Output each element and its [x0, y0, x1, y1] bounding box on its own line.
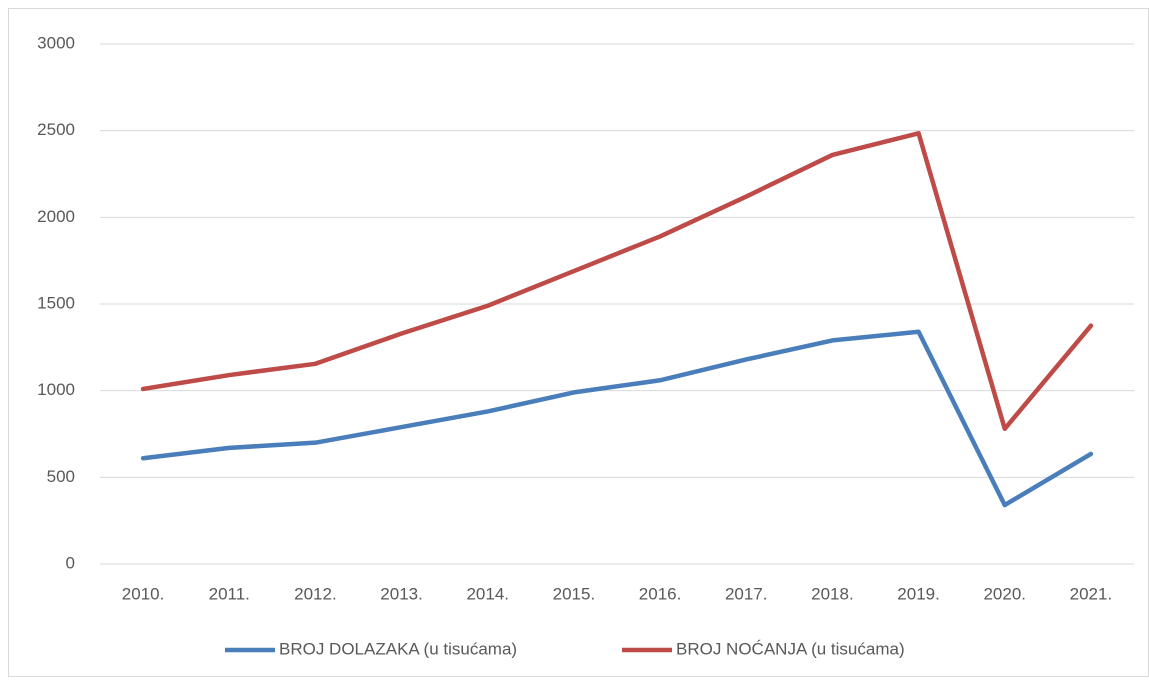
chart-border [8, 8, 1149, 677]
y-tick-label: 2000 [37, 207, 75, 226]
y-tick-label: 1500 [37, 293, 75, 312]
y-tick-label: 500 [47, 467, 75, 486]
x-tick-label: 2019. [897, 584, 940, 603]
y-tick-label: 3000 [37, 33, 75, 52]
legend-label: BROJ NOĆANJA (u tisućama) [676, 639, 905, 658]
series-line [140, 329, 1094, 508]
x-tick-label: 2018. [811, 584, 854, 603]
y-tick-label: 2500 [37, 120, 75, 139]
x-tick-label: 2017. [725, 584, 768, 603]
x-tick-label: 2020. [983, 584, 1026, 603]
x-tick-label: 2012. [294, 584, 337, 603]
legend-label: BROJ DOLAZAKA (u tisućama) [279, 639, 517, 658]
x-tick-label: 2021. [1070, 584, 1113, 603]
x-tick-label: 2011. [209, 584, 250, 603]
x-tick-label: 2016. [639, 584, 682, 603]
x-tick-label: 2015. [553, 584, 596, 603]
x-tick-label: 2013. [380, 584, 423, 603]
x-tick-label: 2010. [122, 584, 165, 603]
series-line [140, 131, 1094, 432]
y-tick-label: 1000 [37, 380, 75, 399]
x-tick-label: 2014. [466, 584, 509, 603]
y-tick-label: 0 [66, 553, 75, 572]
